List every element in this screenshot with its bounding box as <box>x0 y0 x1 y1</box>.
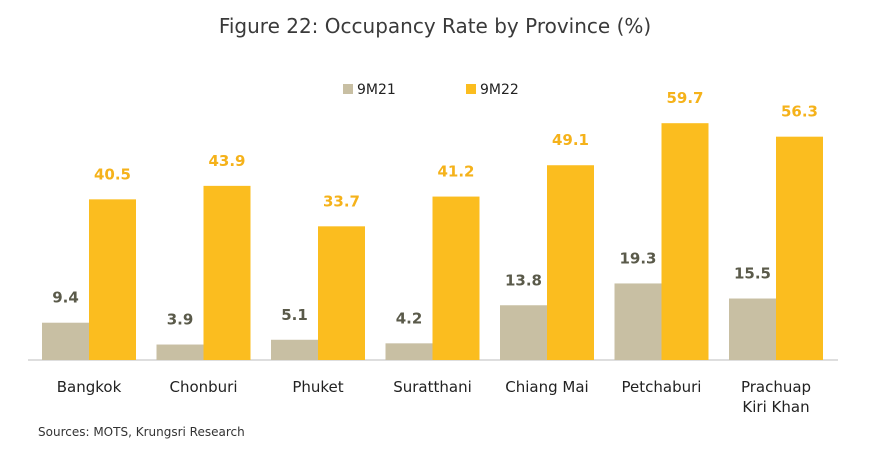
data-label-9m22-4: 49.1 <box>552 131 589 149</box>
bar-9m21-3 <box>385 343 433 360</box>
data-label-9m22-6: 56.3 <box>781 103 818 121</box>
x-tick-label-6: Prachuap <box>741 378 811 396</box>
data-label-9m21-6: 15.5 <box>734 265 771 283</box>
x-tick-label-4: Chiang Mai <box>505 378 588 396</box>
data-label-9m22-3: 41.2 <box>437 163 474 181</box>
legend-swatch-9m22 <box>466 84 476 94</box>
data-label-9m22-2: 33.7 <box>323 192 360 210</box>
bar-9m21-0 <box>42 322 89 360</box>
data-label-9m21-4: 13.8 <box>505 271 542 289</box>
data-label-9m21-2: 5.1 <box>281 306 308 324</box>
bar-9m21-2 <box>271 339 318 360</box>
chart-title: Figure 22: Occupancy Rate by Province (%… <box>218 14 652 38</box>
bar-9m22-5 <box>661 123 709 360</box>
legend-label-9m22: 9M22 <box>480 82 519 98</box>
legend-label-9m21: 9M21 <box>357 82 396 98</box>
bar-9m22-6 <box>776 136 823 360</box>
x-tick-label-5: Petchaburi <box>622 378 702 396</box>
legend-swatch-9m21 <box>343 84 353 94</box>
bar-9m22-0 <box>89 199 136 360</box>
bar-9m22-2 <box>318 226 365 360</box>
x-tick-label-6-1: Kiri Khan <box>742 398 809 416</box>
bar-9m21-1 <box>156 344 204 360</box>
data-label-9m21-1: 3.9 <box>167 311 194 329</box>
data-label-9m22-0: 40.5 <box>94 165 131 183</box>
data-label-9m21-5: 19.3 <box>619 249 656 267</box>
source-note: Sources: MOTS, Krungsri Research <box>38 425 245 439</box>
x-tick-label-0: Bangkok <box>57 378 122 396</box>
bar-9m21-4 <box>500 305 547 360</box>
x-tick-label-1: Chonburi <box>169 378 237 396</box>
data-label-9m22-1: 43.9 <box>208 152 245 170</box>
data-label-9m22-5: 59.7 <box>666 89 703 107</box>
x-tick-label-3: Suratthani <box>393 378 472 396</box>
bar-9m22-4 <box>547 165 594 360</box>
bar-9m21-5 <box>614 283 662 360</box>
x-tick-label-2: Phuket <box>292 378 343 396</box>
bar-9m22-1 <box>203 185 251 360</box>
data-label-9m21-3: 4.2 <box>396 309 423 327</box>
bar-9m21-6 <box>729 298 776 360</box>
data-label-9m21-0: 9.4 <box>52 289 79 307</box>
bar-9m22-3 <box>432 196 480 360</box>
